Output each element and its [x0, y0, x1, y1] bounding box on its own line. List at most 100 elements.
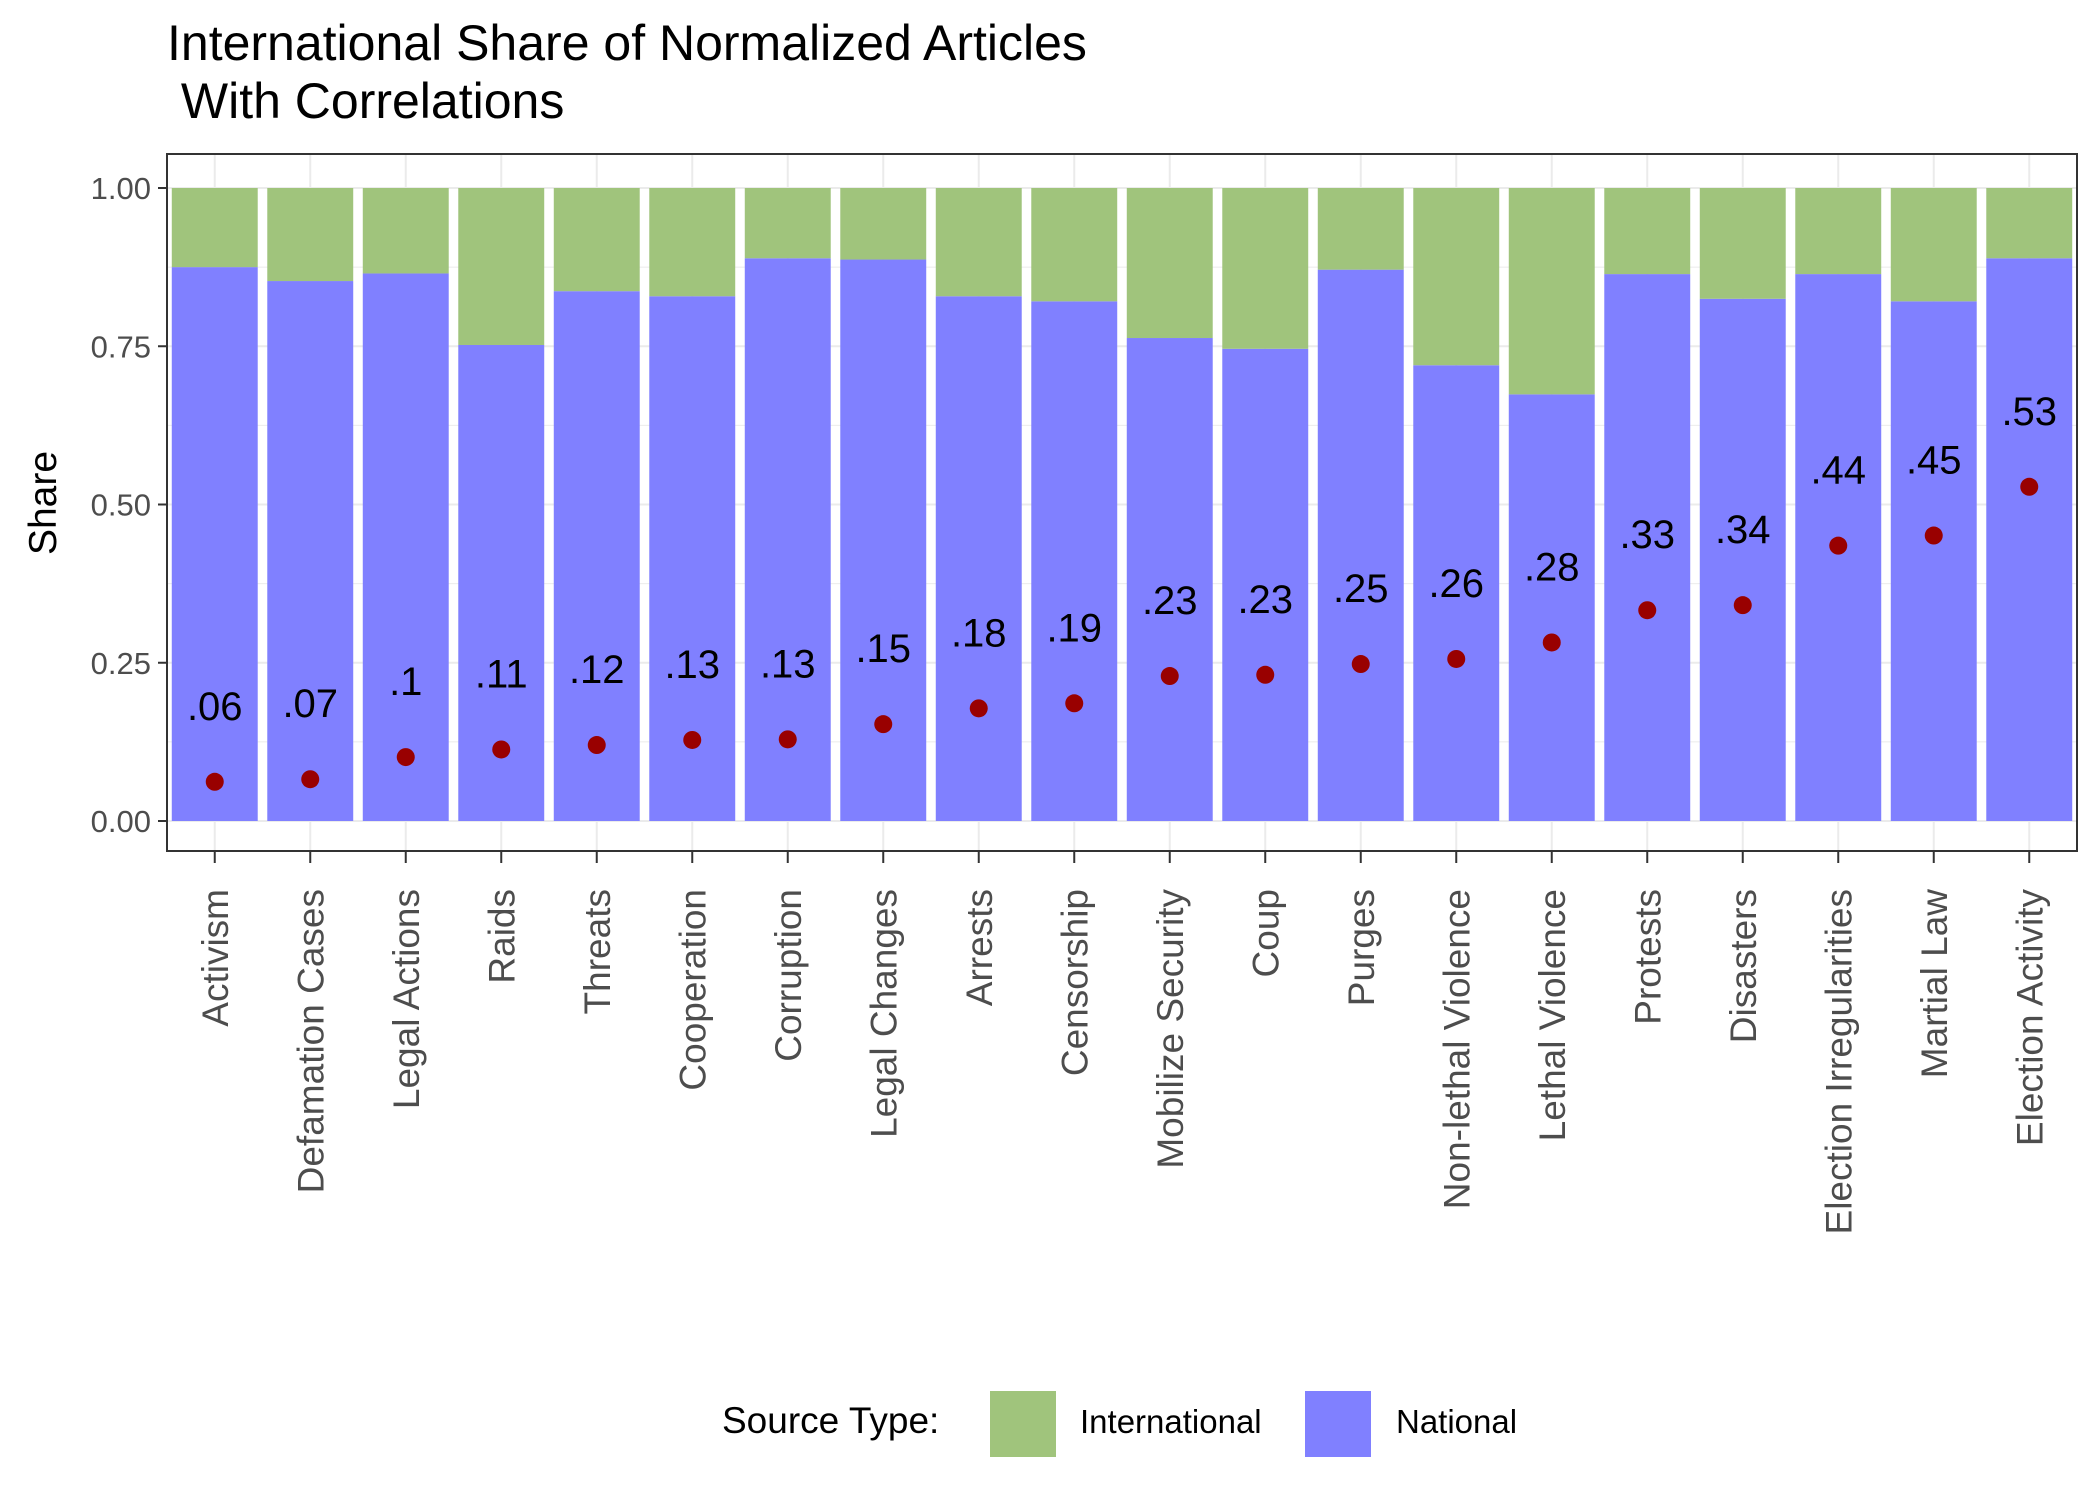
bar-international — [1031, 188, 1118, 302]
plot-panel-border — [166, 153, 2078, 852]
x-category-label: Purges — [1341, 889, 1382, 1006]
correlation-label: .11 — [475, 652, 528, 696]
y-axis: 0.00 0.25 0.50 0.75 1.00 — [91, 171, 167, 839]
legend-label-national: National — [1396, 1403, 1517, 1440]
y-tick-label: 0.50 — [91, 488, 151, 523]
bar-international — [1413, 188, 1500, 366]
correlation-label: .26 — [1428, 562, 1484, 606]
bar-national — [1222, 348, 1309, 821]
bar-international — [171, 188, 258, 268]
x-category-label: Raids — [481, 889, 522, 984]
bar-international — [1795, 188, 1882, 275]
correlation-point — [301, 770, 320, 789]
bar-international — [1699, 188, 1786, 299]
correlation-point — [396, 748, 415, 767]
x-category-label: Legal Actions — [386, 889, 427, 1109]
correlation-point — [874, 715, 893, 734]
x-category-label: Martial Law — [1914, 889, 1955, 1078]
bar-national — [1031, 301, 1118, 821]
correlation-label: .1 — [389, 660, 422, 704]
correlation-point — [492, 740, 511, 759]
correlation-point — [1065, 694, 1084, 713]
bar-international — [744, 188, 831, 259]
bar-national — [1699, 298, 1786, 821]
bars — [171, 188, 2073, 822]
bar-national — [171, 267, 258, 821]
correlation-label: .12 — [569, 648, 625, 692]
correlation-point — [2020, 477, 2039, 496]
x-category-label: Lethal Violence — [1532, 889, 1573, 1141]
x-category-label: Election Activity — [2009, 889, 2050, 1147]
correlation-label: .28 — [1524, 545, 1580, 589]
correlation-point — [1160, 667, 1179, 686]
bar-national — [840, 259, 927, 821]
correlation-point — [778, 730, 797, 749]
x-category-label: Arrests — [959, 889, 1000, 1006]
bar-national — [1126, 338, 1213, 821]
x-category-label: Corruption — [768, 889, 809, 1062]
bar-national — [1890, 301, 1977, 821]
correlation-label: .23 — [1237, 578, 1293, 622]
legend: Source Type: International National — [722, 1391, 1517, 1457]
correlation-point — [683, 730, 702, 749]
bar-national — [1413, 365, 1500, 821]
correlation-point — [969, 699, 988, 718]
correlation-point — [1351, 655, 1370, 674]
y-tick-label: 0.00 — [91, 804, 151, 839]
correlation-point — [1733, 596, 1752, 615]
bar-international — [1317, 188, 1404, 270]
correlation-label: .44 — [1810, 449, 1866, 493]
correlation-label: .13 — [760, 642, 816, 686]
correlation-labels: .06 .07 .1 .11 .12 .13 .13 .15 .18 .19 .23 .23 .25 .2… — [187, 390, 2057, 729]
correlation-label: .07 — [282, 682, 338, 726]
bar-international — [1126, 188, 1213, 339]
bar-national — [1604, 274, 1691, 821]
correlation-label: .18 — [951, 611, 1007, 655]
correlation-point — [205, 772, 224, 791]
correlation-label: .25 — [1333, 567, 1389, 611]
correlation-label: .15 — [855, 627, 911, 671]
x-category-label: Threats — [577, 889, 618, 1014]
x-category-label: Mobilize Security — [1150, 889, 1191, 1169]
bar-international — [840, 188, 927, 260]
x-axis: Activism Defamation Cases Legal Actions Rai… — [195, 851, 2050, 1234]
correlation-point — [1638, 601, 1657, 620]
x-category-label: Election Irregularities — [1818, 889, 1859, 1234]
correlation-label: .33 — [1619, 513, 1675, 557]
bar-national — [1986, 258, 2073, 821]
legend-label-international: International — [1080, 1403, 1262, 1440]
bar-national — [1508, 394, 1595, 821]
bar-national — [744, 258, 831, 821]
x-category-label: Defamation Cases — [290, 889, 331, 1193]
y-tick-label: 1.00 — [91, 171, 151, 206]
x-category-label: Protests — [1627, 889, 1668, 1025]
correlation-label: .19 — [1046, 606, 1102, 650]
x-category-label: Censorship — [1054, 889, 1095, 1076]
x-category-label: Coup — [1245, 889, 1286, 977]
plot-panel-background — [167, 154, 2077, 851]
bar-international — [1890, 188, 1977, 302]
bar-international — [1222, 188, 1309, 349]
x-category-label: Activism — [195, 889, 236, 1027]
bar-national — [362, 273, 449, 822]
correlation-label: .13 — [664, 643, 720, 687]
x-category-label: Disasters — [1723, 889, 1764, 1043]
bar-international — [935, 188, 1022, 297]
bar-international — [1604, 188, 1691, 275]
correlation-point — [1829, 536, 1848, 555]
bar-national — [553, 291, 640, 822]
bar-international — [267, 188, 354, 282]
correlation-label: .23 — [1142, 579, 1198, 623]
bar-international — [362, 188, 449, 274]
legend-swatch-international — [990, 1391, 1056, 1457]
x-category-label: Non-lethal Violence — [1436, 889, 1477, 1209]
chart-title: International Share of Normalized Articl… — [167, 15, 1087, 71]
correlation-point — [587, 736, 606, 755]
legend-title: Source Type: — [722, 1400, 939, 1441]
chart-subtitle: With Correlations — [167, 73, 564, 129]
correlation-point — [1924, 526, 1943, 545]
correlation-points — [205, 477, 2039, 791]
y-tick-label: 0.75 — [91, 329, 151, 364]
bar-national — [267, 281, 354, 821]
bar-international — [1508, 188, 1595, 395]
